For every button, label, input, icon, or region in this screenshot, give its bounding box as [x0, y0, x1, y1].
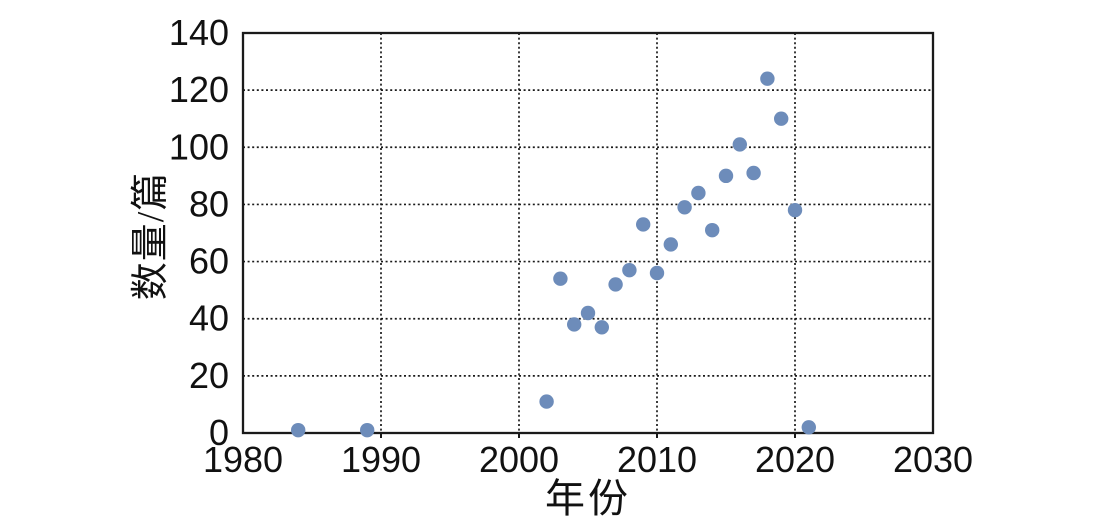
data-point — [580, 305, 596, 321]
data-point — [746, 165, 761, 181]
x-tick-label: 1980 — [203, 439, 283, 480]
data-point — [291, 422, 306, 438]
data-point — [608, 277, 623, 292]
data-point — [539, 394, 554, 409]
x-tick-label: 2010 — [617, 439, 697, 480]
y-tick-label: 100 — [169, 126, 229, 167]
data-point — [774, 111, 789, 126]
data-point — [553, 271, 568, 286]
x-tick-label: 2000 — [479, 439, 559, 480]
y-tick-label: 80 — [189, 183, 229, 224]
data-point — [732, 137, 747, 152]
data-point — [760, 71, 775, 86]
y-tick-label: 140 — [169, 12, 229, 53]
data-point — [663, 237, 678, 252]
x-tick-label: 2030 — [893, 439, 973, 480]
y-tick-label: 0 — [209, 412, 229, 453]
data-point — [649, 265, 665, 281]
data-point — [360, 422, 375, 438]
y-axis-title: 数量/篇 — [130, 171, 172, 301]
data-point — [718, 168, 734, 184]
y-tick-label: 120 — [169, 69, 229, 110]
data-point — [567, 317, 582, 332]
data-point — [594, 320, 609, 335]
data-point — [691, 185, 706, 201]
data-point — [801, 420, 816, 435]
y-tick-label: 20 — [189, 355, 229, 396]
plot-border — [241, 31, 935, 435]
y-tick-label: 40 — [189, 298, 229, 339]
data-point — [636, 217, 651, 232]
data-point — [622, 262, 637, 278]
data-point — [705, 222, 720, 238]
data-point — [677, 200, 692, 215]
data-point — [787, 202, 803, 218]
x-tick-label: 2020 — [755, 439, 835, 480]
x-axis-title: 年份 — [545, 476, 631, 521]
y-tick-label: 60 — [189, 241, 229, 282]
x-tick-label: 1990 — [341, 439, 421, 480]
